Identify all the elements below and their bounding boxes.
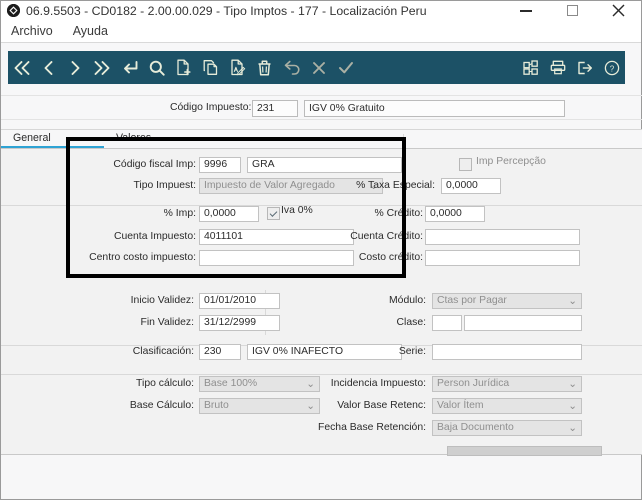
svg-text:?: ? — [609, 64, 614, 73]
